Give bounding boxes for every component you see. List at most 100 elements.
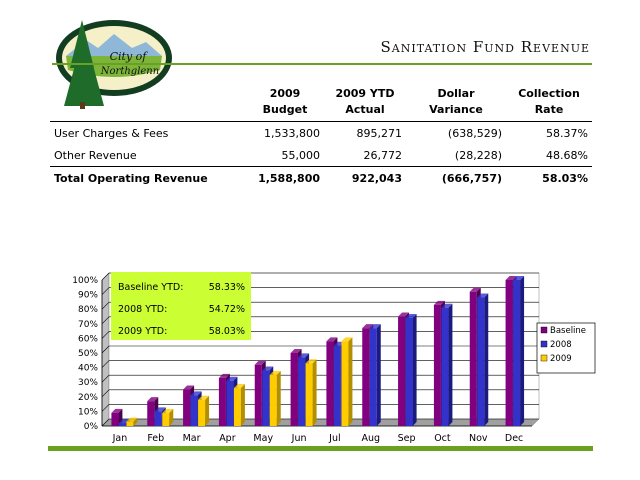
ytd-summary-label: 2009 YTD:	[118, 326, 167, 337]
table-row: Other Revenue 55,000 26,772 (28,228) 48.…	[50, 144, 592, 167]
ytd-summary-value: 54.72%	[209, 304, 245, 315]
bar-2008	[298, 357, 306, 426]
bar-top	[477, 293, 489, 298]
x-tick-label: Apr	[219, 433, 236, 444]
y-tick-label: 60%	[78, 334, 98, 344]
bar-2009	[198, 399, 206, 426]
gridline-depth	[101, 389, 110, 398]
bar-side	[348, 337, 353, 426]
ytd-summary-box	[111, 272, 251, 340]
x-tick-label: May	[253, 433, 273, 444]
bar-top	[469, 287, 481, 292]
bar-baseline	[254, 364, 262, 426]
bar-top	[298, 353, 310, 358]
bar-2008	[405, 317, 413, 426]
total-actual: 922,043	[324, 166, 406, 189]
bar-2009	[305, 363, 313, 426]
y-tick-label: 70%	[78, 320, 98, 330]
bar-top	[290, 349, 302, 353]
bar-top	[398, 312, 410, 317]
bar-side	[376, 324, 381, 426]
gridline-depth	[101, 272, 110, 281]
gridline-depth	[101, 374, 110, 383]
gridline-depth	[101, 301, 110, 310]
bar-top	[233, 384, 245, 389]
row-rate: 48.68%	[546, 148, 588, 162]
bar-2008	[226, 380, 234, 426]
city-logo: City of Northglenn	[56, 20, 172, 109]
logo-text-northglenn: Northglenn	[100, 66, 159, 77]
bar-baseline	[218, 377, 226, 426]
x-tick-label: Nov	[469, 433, 488, 444]
bar-2008	[262, 370, 270, 426]
bar-baseline	[183, 389, 191, 426]
bar-top	[198, 395, 210, 400]
bar-top	[154, 407, 166, 412]
bar-side	[205, 395, 210, 426]
bar-2009	[162, 412, 170, 426]
x-tick-label: Feb	[147, 433, 164, 444]
gridline-depth	[101, 316, 110, 325]
y-tick-label: 90%	[78, 291, 98, 301]
x-tick-label: Mar	[183, 433, 201, 444]
bar-2009	[126, 421, 134, 426]
column-header-actual: 2009 YTD Actual	[324, 86, 406, 122]
x-tick-label: Sep	[398, 433, 416, 444]
total-budget: 1,588,800	[246, 166, 324, 189]
bar-top	[126, 417, 138, 422]
y-tick-label: 0%	[84, 422, 99, 432]
gridline-depth	[101, 345, 110, 354]
gridline-depth	[101, 287, 110, 295]
bar-top	[183, 385, 195, 390]
row-budget: 1,533,800	[264, 126, 320, 140]
bar-side	[520, 276, 525, 426]
bar-top	[218, 373, 230, 378]
row-actual: 895,271	[356, 126, 403, 140]
bar-top	[190, 391, 202, 396]
bar-top	[369, 324, 381, 329]
bar-2008	[333, 345, 341, 426]
legend-swatch	[540, 326, 548, 334]
bar-2008	[369, 328, 377, 426]
collection-rate-chart: 0% 10% 20% 30% 40% 50% 60% 70% 80% 90% 100% Jan Feb M…	[72, 272, 596, 444]
y-tick-label: 40%	[78, 364, 98, 374]
bar-side	[484, 293, 489, 426]
x-tick-label: Oct	[434, 433, 451, 444]
x-tick-label: Aug	[361, 433, 380, 444]
bar-top	[226, 376, 238, 381]
legend-swatch	[540, 340, 548, 348]
bar-baseline	[469, 291, 477, 426]
row-label: Other Revenue	[54, 148, 137, 162]
row-actual: 26,772	[363, 148, 403, 162]
legend-label: 2008	[550, 340, 572, 350]
bar-top	[305, 359, 317, 364]
bar-top	[362, 324, 374, 329]
bar-top	[147, 397, 159, 402]
bar-2008	[477, 297, 485, 426]
bar-baseline	[398, 316, 406, 426]
y-tick-label: 100%	[72, 276, 98, 286]
bar-2008	[513, 280, 521, 426]
bar-top	[341, 337, 353, 342]
total-label: Total Operating Revenue	[50, 166, 246, 189]
ytd-summary-label: 2008 YTD:	[118, 304, 167, 315]
bar-top	[254, 360, 266, 365]
legend-swatch	[540, 354, 548, 362]
bar-baseline	[362, 328, 370, 426]
bar-baseline	[326, 341, 334, 426]
bar-baseline	[505, 280, 513, 426]
column-header-budget: 2009 Budget	[246, 86, 324, 122]
bar-side	[240, 384, 245, 426]
bar-top	[433, 300, 445, 305]
table-header-row: 2009 Budget 2009 YTD Actual Dollar Variance…	[50, 86, 592, 122]
bar-top	[405, 313, 417, 318]
gridline-depth	[101, 404, 110, 412]
page-title: Sanitation Fund Revenue	[380, 38, 590, 56]
bar-top	[326, 337, 338, 342]
y-tick-label: 50%	[78, 349, 98, 359]
y-tick-label: 80%	[78, 305, 98, 315]
bar-2008	[441, 307, 449, 426]
bar-top	[269, 370, 281, 375]
bar-baseline	[290, 353, 298, 426]
y-tick-label: 10%	[78, 407, 98, 417]
